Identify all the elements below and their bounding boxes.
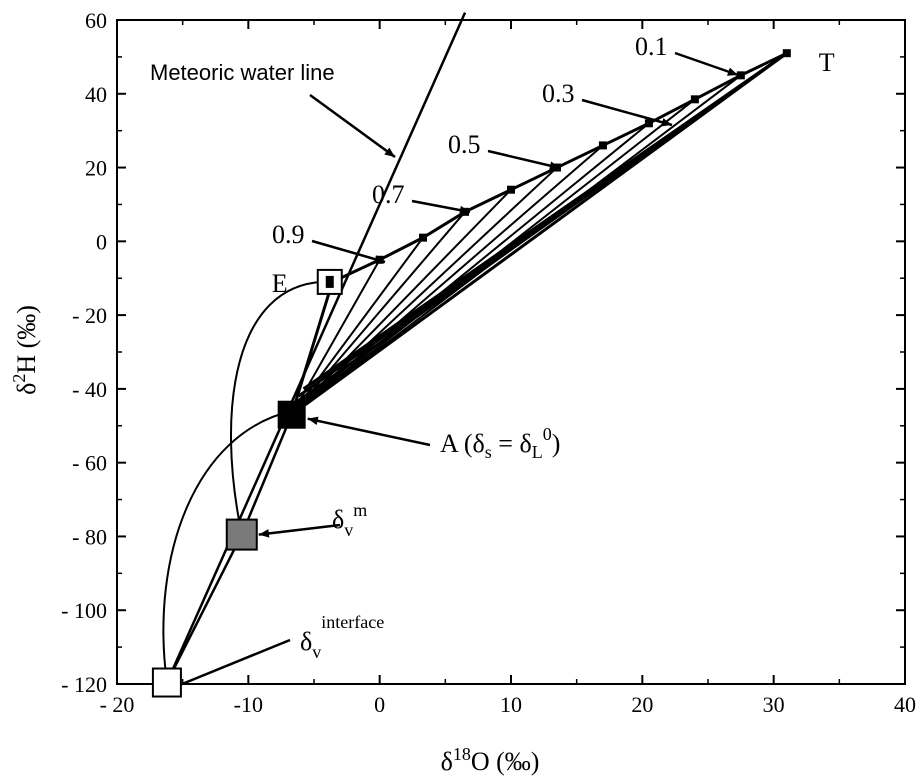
tick-marks — [116, 19, 906, 685]
meteoric-water-line — [165, 12, 467, 684]
y-tick-label: - 120 — [61, 672, 107, 697]
point-T-label: T — [819, 48, 835, 77]
point-interface-label-part: v — [312, 642, 321, 662]
trajectory-marker — [507, 185, 515, 194]
trajectory-marker — [644, 119, 653, 128]
trajectory-marker — [736, 71, 745, 80]
point-interface-marker — [151, 667, 182, 698]
meteoric-arrow-head — [384, 147, 395, 157]
fraction-label: 0.1 — [635, 32, 668, 61]
fraction-arrow-head — [374, 255, 385, 264]
curve-vm-to-E — [229, 280, 324, 535]
y-tick-label: 0 — [96, 229, 107, 254]
trajectory-marker — [598, 141, 607, 150]
annotations: Meteoric water line 0.1 0.3 0.5 0.7 0.9 T E A (δ… — [150, 32, 835, 686]
fraction-arrow — [487, 149, 561, 170]
plot-frame — [116, 19, 906, 685]
data-markers — [151, 49, 791, 698]
point-A-label-part: s — [485, 442, 492, 462]
y-axis-label: δ2H (‰) — [9, 305, 41, 395]
x-axis-label-rest: O (‰) — [471, 747, 540, 776]
point-vm-label: δvm — [332, 500, 367, 540]
fraction-arrow — [311, 239, 386, 264]
y-tick-label: 20 — [85, 156, 107, 181]
point-vm-arrow-head — [258, 529, 270, 538]
point-vm-arrow — [258, 523, 341, 536]
fraction-label: 0.7 — [372, 180, 405, 209]
point-vm-label-part: m — [353, 500, 367, 520]
fraction-label: 0.3 — [542, 79, 575, 108]
x-tick-label: -10 — [234, 692, 263, 717]
x-tick-label: 0 — [374, 692, 385, 717]
point-A-label-part: A (δ — [440, 429, 485, 458]
x-tick-label: 30 — [763, 692, 785, 717]
fraction-label: 0.9 — [272, 220, 305, 249]
point-A-arrow — [307, 417, 431, 447]
evaporation-trajectory — [290, 51, 788, 416]
y-axis-label-rest: H (‰) — [12, 305, 41, 374]
fraction-label: 0.5 — [448, 130, 481, 159]
point-interface-label-part: δ — [300, 627, 312, 656]
trajectory-marker — [419, 233, 428, 242]
point-vm-label-part: v — [344, 520, 353, 540]
point-A-label-part: L — [532, 442, 543, 462]
data-lines — [162, 12, 788, 684]
point-interface-label: δvinterface — [300, 612, 384, 662]
point-A-label-part: 0 — [543, 424, 552, 444]
x-axis-label-prefix: δ — [441, 747, 453, 776]
x-tick-label: 10 — [500, 692, 522, 717]
point-A-marker — [277, 400, 306, 429]
y-tick-label: - 40 — [72, 377, 107, 402]
y-tick-label: 40 — [85, 82, 107, 107]
fraction-arrow-head — [727, 67, 738, 76]
point-vm-label-part: δ — [332, 505, 344, 534]
meteoric-arrow — [309, 93, 396, 159]
x-tick-label: 40 — [894, 692, 916, 717]
point-interface-leader — [180, 638, 291, 686]
x-axis-label-sup: 18 — [453, 744, 471, 764]
trajectory-marker — [690, 95, 699, 104]
fraction-arrow-head — [549, 161, 560, 170]
curve-interface-to-A — [162, 410, 292, 683]
fraction-arrow — [581, 98, 673, 127]
y-axis-label-prefix: δ — [12, 383, 41, 395]
point-interface-label-part: interface — [321, 612, 384, 632]
fraction-arrow — [674, 51, 739, 77]
x-tick-label: - 20 — [100, 692, 135, 717]
x-axis-label: δ18O (‰) — [441, 744, 540, 776]
point-A-label-part: ) — [552, 429, 561, 458]
tie-line-to-T — [302, 51, 788, 391]
y-tick-label: - 100 — [61, 598, 107, 623]
y-tick-label: - 20 — [72, 303, 107, 328]
meteoric-water-line-label: Meteoric water line — [150, 60, 335, 85]
point-E-inner — [325, 275, 334, 288]
plot-border — [116, 19, 906, 685]
y-tick-label: - 80 — [72, 524, 107, 549]
y-tick-label: - 60 — [72, 451, 107, 476]
point-vm-marker — [225, 518, 258, 551]
y-tick-label: 60 — [85, 8, 107, 33]
point-A-arrow-head — [307, 416, 319, 426]
point-A-label-part: = δ — [492, 429, 532, 458]
point-E-label: E — [272, 269, 288, 298]
fraction-arrow-head — [661, 118, 672, 127]
point-A-label: A (δs = δL0) — [440, 424, 560, 462]
fraction-arrow-head — [459, 205, 470, 215]
y-tick-labels: - 120 - 100 - 80 - 60 - 40 - 20 0 20 40 60 — [61, 8, 107, 697]
trajectory-marker — [782, 49, 791, 58]
x-tick-labels: - 20 -10 0 10 20 30 40 — [100, 692, 916, 717]
tie-line — [291, 122, 650, 416]
x-tick-label: 20 — [631, 692, 653, 717]
tie-line — [290, 188, 512, 416]
y-axis-label-sup: 2 — [9, 374, 29, 383]
